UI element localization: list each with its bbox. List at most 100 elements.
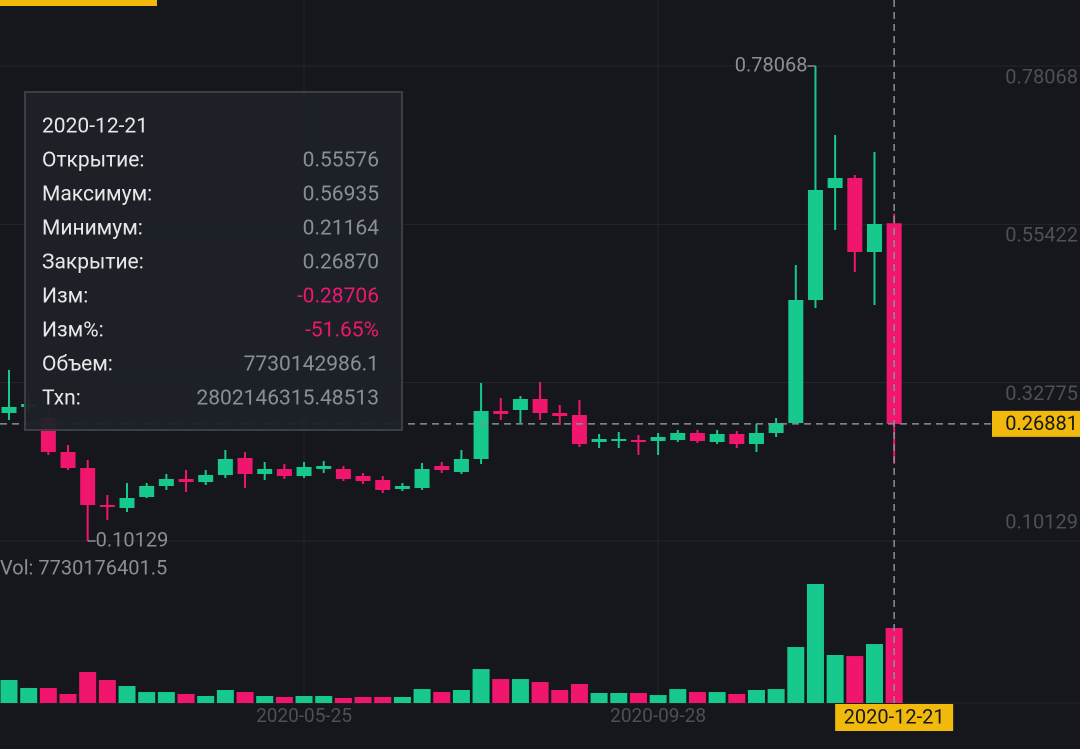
- candle-body: [276, 468, 292, 476]
- volume-bar: [20, 687, 38, 703]
- candle-body: [335, 468, 351, 479]
- candle-body: [807, 190, 823, 301]
- volume-bar: [59, 693, 77, 703]
- last-price-box: [992, 410, 1080, 437]
- candle-body: [394, 485, 410, 489]
- volume-bar: [98, 680, 116, 703]
- candle-body: [355, 475, 371, 481]
- volume-bar: [118, 686, 136, 703]
- candle-body: [296, 466, 312, 476]
- candle-body: [217, 458, 233, 475]
- candle-body: [630, 439, 646, 442]
- candle-body: [493, 410, 509, 414]
- candle-body: [198, 474, 214, 482]
- volume-bar: [472, 669, 490, 703]
- volume-bar: [610, 693, 628, 703]
- tooltip-value: 2802146315.48513: [196, 387, 379, 411]
- tooltip-value: 0.55576: [303, 149, 379, 173]
- candle-body: [571, 414, 587, 444]
- volume-bar: [531, 682, 549, 703]
- candle-body: [178, 478, 194, 482]
- volume-bar: [39, 687, 57, 703]
- y-tick-label: 0.32775: [1005, 381, 1078, 405]
- volume-label: Vol: 7730176401.5: [0, 555, 167, 579]
- volume-bar: [177, 693, 195, 703]
- candle-body: [670, 432, 686, 440]
- candle-body: [473, 410, 489, 459]
- tab-indicator: [0, 0, 157, 6]
- candle-body: [827, 178, 843, 189]
- candle-body: [60, 451, 76, 468]
- volume-bar: [551, 690, 569, 703]
- tooltip-label: Txn:: [42, 387, 81, 411]
- tooltip-value: 0.56935: [303, 183, 379, 207]
- tooltip-value: 0.26870: [303, 251, 379, 275]
- candle-body: [768, 422, 784, 433]
- candle-body: [453, 458, 469, 472]
- volume-bar: [295, 696, 313, 703]
- high-annotation: 0.78068: [735, 52, 808, 76]
- candle-body: [689, 432, 705, 441]
- volume-bar: [590, 693, 608, 703]
- y-tick-label: 0.55422: [1005, 223, 1078, 247]
- candle-body: [512, 398, 528, 410]
- volume-bar: [374, 696, 392, 703]
- volume-bar: [236, 692, 254, 703]
- candle-body: [80, 467, 96, 505]
- volume-bar: [138, 692, 156, 703]
- tooltip-value: 7730142986.1: [244, 353, 379, 377]
- tooltip-label: Объем:: [42, 353, 113, 377]
- candle-body: [748, 432, 764, 444]
- candle-body: [729, 433, 745, 444]
- last-price-label: 0.26881: [1005, 411, 1078, 435]
- volume-bar: [334, 697, 352, 703]
- candle-body: [375, 479, 391, 490]
- candle-body: [611, 438, 627, 441]
- candle-body: [532, 398, 548, 413]
- volume-bar: [216, 690, 234, 703]
- candle-body: [237, 457, 253, 474]
- volume-bar: [629, 693, 647, 703]
- volume-bar: [846, 656, 864, 703]
- volume-bar: [708, 692, 726, 703]
- tooltip-label: Изм:: [42, 285, 88, 309]
- tooltip-label: Максимум:: [42, 183, 152, 207]
- tooltip-value: -0.28706: [297, 285, 379, 309]
- candle-body: [1, 406, 17, 413]
- candle-body: [158, 478, 174, 486]
- crosshair-date-box: [835, 704, 954, 731]
- volume-bar: [570, 683, 588, 703]
- candle-body: [414, 468, 430, 488]
- candle-body: [788, 300, 804, 423]
- candle-body: [709, 433, 725, 442]
- volume-bar: [79, 671, 97, 703]
- volume-bar: [688, 692, 706, 703]
- volume-bar: [511, 679, 529, 703]
- x-tick-label: 2020-09-28: [610, 704, 706, 727]
- volume-bar: [0, 680, 18, 703]
- volume-bar: [787, 647, 805, 703]
- volume-bar: [826, 654, 844, 703]
- volume-bar: [865, 644, 883, 703]
- volume-bar: [452, 690, 470, 703]
- tooltip-date: 2020-12-21: [42, 115, 148, 139]
- candle-body: [139, 485, 155, 497]
- volume-bar: [747, 690, 765, 703]
- y-tick-label: 0.78068: [1005, 64, 1078, 88]
- volume-bar: [492, 679, 510, 703]
- volume-bar: [767, 689, 785, 703]
- volume-bar: [728, 693, 746, 703]
- volume-bar: [157, 692, 175, 703]
- candle-body: [119, 497, 135, 508]
- volume-bar: [256, 696, 274, 703]
- candle-body: [99, 504, 115, 507]
- candle-body: [650, 436, 666, 441]
- candle-body: [886, 223, 902, 424]
- volume-bar: [433, 692, 451, 703]
- candle-body: [847, 178, 863, 252]
- tooltip-value: 0.21164: [303, 217, 380, 241]
- volume-bar: [275, 696, 293, 703]
- tooltip-label: Минимум:: [42, 217, 143, 241]
- tooltip-box: [24, 91, 403, 431]
